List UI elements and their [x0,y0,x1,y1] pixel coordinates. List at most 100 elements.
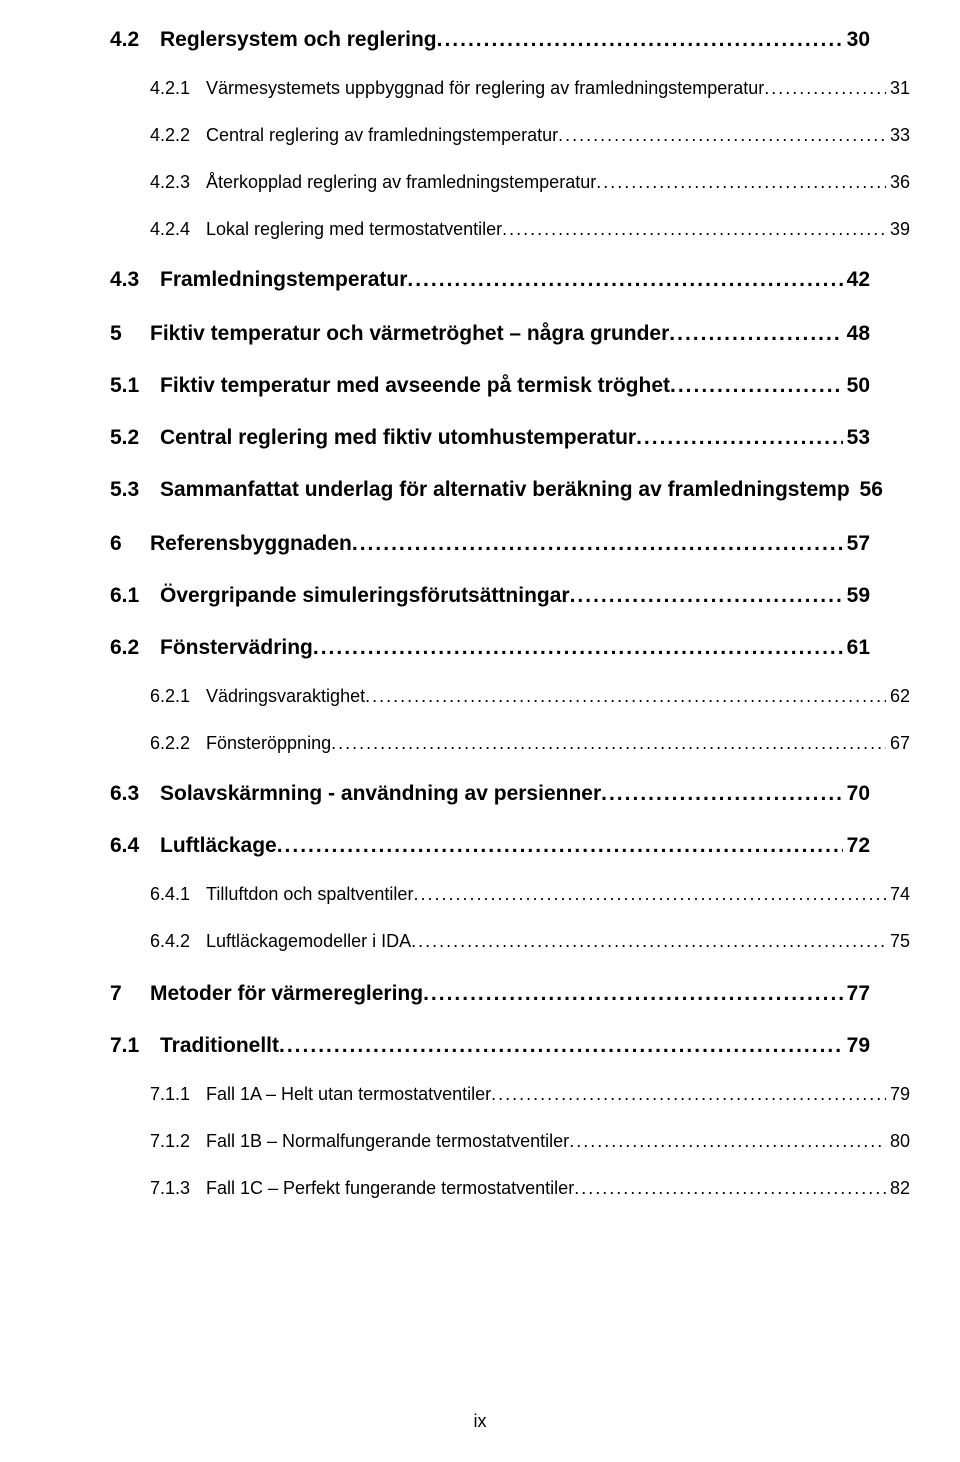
page-number: ix [0,1411,960,1432]
toc-entry-title: Tilluftdon och spaltventiler [206,884,413,905]
toc-leader-dots [437,28,843,52]
toc-entry-title: Fiktiv temperatur och värmetröghet – någ… [150,322,669,346]
toc-leader-dots [279,1034,843,1058]
toc-entry-number: 6.3 [110,782,160,806]
toc-entry-title: Fall 1B – Normalfungerande termostatvent… [206,1131,569,1152]
toc-entry: 6.1Övergripande simuleringsförutsättning… [110,584,870,608]
toc-entry-page: 62 [886,686,910,707]
toc-entry-title: Reglersystem och reglering [160,28,437,52]
toc-leader-dots [636,426,843,450]
toc-entry: 6.4.2Luftläckagemodeller i IDA 75 [110,931,910,952]
toc-entry-page: 30 [843,28,870,52]
toc-leader-dots [596,172,886,193]
toc-entry-page: 72 [843,834,870,858]
toc-entry: 7Metoder för värmereglering 77 [110,982,870,1006]
toc-entry: 5.1Fiktiv temperatur med avseende på ter… [110,374,870,398]
toc-entry-page: 57 [843,532,870,556]
toc-entry-number: 6.4.2 [150,931,206,952]
toc-entry-page: 48 [843,322,870,346]
toc-entry-title: Återkopplad reglering av framledningstem… [206,172,596,193]
toc-entry-page: 67 [886,733,910,754]
toc-entry: 4.2.3Återkopplad reglering av framlednin… [110,172,910,193]
toc-entry-number: 6.1 [110,584,160,608]
toc-entry-title: Fönsteröppning [206,733,331,754]
toc-entry-number: 7.1 [110,1034,160,1058]
toc-entry-title: Luftläckagemodeller i IDA [206,931,411,952]
toc-entry-title: Referensbyggnaden [150,532,352,556]
toc-leader-dots [669,322,842,346]
toc-leader-dots [670,374,843,398]
toc-entry: 6.2.1Vädringsvaraktighet 62 [110,686,910,707]
toc-entry-page: 79 [886,1084,910,1105]
toc-entry-page: 50 [843,374,870,398]
toc-entry-title: Central reglering med fiktiv utomhustemp… [160,426,636,450]
toc-entry-number: 6 [110,532,150,556]
toc-entry-number: 7.1.3 [150,1178,206,1199]
toc-entry-page: 74 [886,884,910,905]
toc-leader-dots [570,584,843,608]
toc-entry-page: 36 [886,172,910,193]
table-of-contents: 4.2Reglersystem och reglering304.2.1Värm… [110,28,870,1199]
toc-entry: 4.2.2Central reglering av framledningste… [110,125,910,146]
toc-entry-title: Traditionellt [160,1034,279,1058]
toc-entry-number: 7.1.2 [150,1131,206,1152]
toc-leader-dots [313,636,843,660]
toc-entry-number: 5.3 [110,478,160,502]
toc-entry-page: 53 [843,426,870,450]
toc-entry-number: 6.4.1 [150,884,206,905]
toc-entry-number: 4.2.3 [150,172,206,193]
toc-entry-number: 4.2.1 [150,78,206,99]
toc-entry-title: Fiktiv temperatur med avseende på termis… [160,374,670,398]
toc-entry: 5.3Sammanfattat underlag för alternativ … [110,478,870,502]
toc-entry-number: 5.2 [110,426,160,450]
page-container: 4.2Reglersystem och reglering304.2.1Värm… [0,0,960,1462]
toc-entry-page: 59 [843,584,870,608]
toc-entry-page: 31 [886,78,910,99]
toc-entry-number: 7 [110,982,150,1006]
toc-leader-dots [601,782,843,806]
toc-entry-page: 82 [886,1178,910,1199]
toc-entry-page: 77 [843,982,870,1006]
toc-entry-title: Solavskärmning - användning av persienne… [160,782,601,806]
toc-leader-dots [764,78,886,99]
toc-entry: 6Referensbyggnaden 57 [110,532,870,556]
toc-leader-dots [277,834,843,858]
toc-leader-dots [502,219,886,240]
toc-entry: 6.2Fönstervädring61 [110,636,870,660]
toc-entry: 4.2Reglersystem och reglering 30 [110,28,870,52]
toc-entry-page: 39 [886,219,910,240]
toc-entry-page: 75 [886,931,910,952]
toc-entry-page: 33 [886,125,910,146]
toc-entry-number: 5.1 [110,374,160,398]
toc-entry-page: 42 [843,268,870,292]
toc-entry-page: 70 [843,782,870,806]
toc-entry-number: 4.2 [110,28,160,52]
toc-entry: 5Fiktiv temperatur och värmetröghet – nå… [110,322,870,346]
toc-leader-dots [407,268,842,292]
toc-entry-title: Vädringsvaraktighet [206,686,365,707]
toc-entry: 7.1.1Fall 1A – Helt utan termostatventil… [110,1084,910,1105]
toc-entry: 6.4Luftläckage72 [110,834,870,858]
toc-entry-number: 7.1.1 [150,1084,206,1105]
toc-entry: 6.2.2Fönsteröppning 67 [110,733,910,754]
toc-entry: 7.1.3Fall 1C – Perfekt fungerande termos… [110,1178,910,1199]
page-number-text: ix [474,1411,487,1431]
toc-entry-number: 6.2.2 [150,733,206,754]
toc-leader-dots [574,1178,886,1199]
toc-entry-title: Metoder för värmereglering [150,982,423,1006]
toc-leader-dots [491,1084,886,1105]
toc-entry-number: 4.2.2 [150,125,206,146]
toc-entry-title: Framledningstemperatur [160,268,407,292]
toc-entry-page: 79 [843,1034,870,1058]
toc-leader-dots [352,532,843,556]
toc-entry-title: Fönstervädring [160,636,313,660]
toc-entry: 5.2Central reglering med fiktiv utomhust… [110,426,870,450]
toc-entry-number: 6.2.1 [150,686,206,707]
toc-entry-title: Fall 1C – Perfekt fungerande termostatve… [206,1178,574,1199]
toc-leader-dots [423,982,843,1006]
toc-leader-dots [331,733,886,754]
toc-entry-number: 6.2 [110,636,160,660]
toc-leader-dots [413,884,886,905]
toc-entry-number: 5 [110,322,150,346]
toc-entry-page: 80 [886,1131,910,1152]
